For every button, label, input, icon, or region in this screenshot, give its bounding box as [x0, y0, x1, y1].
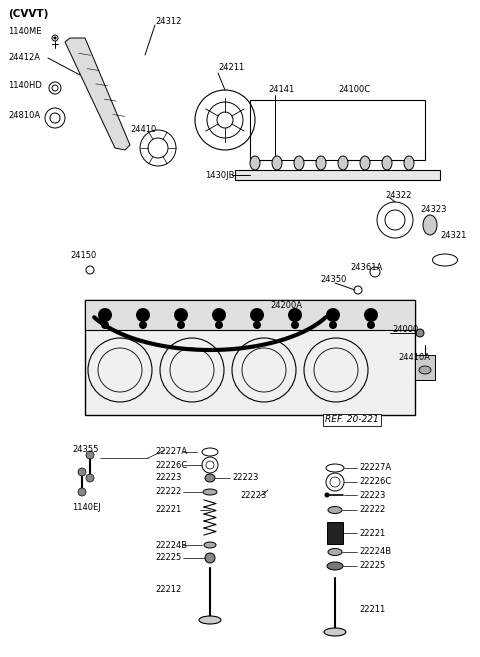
Text: 24361A: 24361A — [350, 263, 382, 273]
Ellipse shape — [205, 474, 215, 482]
Text: 22222: 22222 — [155, 487, 181, 497]
Text: REF. 20-221: REF. 20-221 — [325, 415, 379, 424]
Circle shape — [364, 308, 378, 322]
Text: 22223: 22223 — [240, 491, 266, 501]
Text: 24200A: 24200A — [270, 300, 302, 309]
Circle shape — [86, 474, 94, 482]
Text: 22222: 22222 — [359, 505, 385, 514]
Circle shape — [78, 488, 86, 496]
Text: 24322: 24322 — [385, 191, 411, 200]
Text: 24350: 24350 — [320, 275, 347, 284]
Circle shape — [329, 321, 337, 329]
Text: 22224B: 22224B — [359, 547, 391, 556]
Circle shape — [367, 321, 375, 329]
Text: 22211: 22211 — [359, 606, 385, 614]
Circle shape — [101, 321, 109, 329]
Text: 1140HD: 1140HD — [8, 81, 42, 89]
Bar — [250, 100, 425, 160]
Ellipse shape — [272, 156, 282, 170]
Text: 22227A: 22227A — [359, 463, 391, 472]
Ellipse shape — [328, 507, 342, 514]
Circle shape — [139, 321, 147, 329]
Text: 24000: 24000 — [392, 325, 418, 334]
Bar — [327, 522, 343, 544]
Text: 24100C: 24100C — [338, 85, 370, 95]
Ellipse shape — [204, 542, 216, 548]
Text: 24312: 24312 — [155, 18, 181, 26]
Bar — [85, 300, 415, 415]
Ellipse shape — [419, 366, 431, 374]
Text: 22225: 22225 — [155, 553, 181, 562]
Bar — [415, 355, 435, 380]
Text: 22225: 22225 — [359, 562, 385, 570]
Circle shape — [253, 321, 261, 329]
Circle shape — [86, 451, 94, 459]
Text: 22223: 22223 — [359, 491, 385, 499]
Ellipse shape — [338, 156, 348, 170]
Ellipse shape — [327, 562, 343, 570]
Text: 24355: 24355 — [72, 445, 98, 455]
Ellipse shape — [250, 156, 260, 170]
Circle shape — [98, 308, 112, 322]
Ellipse shape — [199, 616, 221, 624]
Ellipse shape — [382, 156, 392, 170]
Text: 22212: 22212 — [155, 585, 181, 595]
Circle shape — [291, 321, 299, 329]
Ellipse shape — [316, 156, 326, 170]
Text: 24321: 24321 — [440, 231, 467, 240]
Text: 24211: 24211 — [218, 64, 244, 72]
Text: (CVVT): (CVVT) — [8, 9, 48, 19]
Circle shape — [250, 308, 264, 322]
Text: 24410: 24410 — [130, 125, 156, 135]
Circle shape — [288, 308, 302, 322]
Text: 1430JB: 1430JB — [205, 171, 235, 179]
Ellipse shape — [203, 489, 217, 495]
Text: 22221: 22221 — [155, 505, 181, 514]
Text: 22226C: 22226C — [155, 461, 187, 470]
Circle shape — [215, 321, 223, 329]
Text: 22226C: 22226C — [359, 478, 391, 486]
Text: 24141: 24141 — [268, 85, 294, 95]
Text: 1140EJ: 1140EJ — [72, 503, 101, 512]
Text: 22221: 22221 — [359, 528, 385, 537]
Circle shape — [205, 553, 215, 563]
Circle shape — [325, 493, 329, 497]
Text: 24150: 24150 — [70, 250, 96, 260]
Ellipse shape — [328, 549, 342, 556]
Circle shape — [174, 308, 188, 322]
Ellipse shape — [404, 156, 414, 170]
Circle shape — [177, 321, 185, 329]
Text: 22223: 22223 — [232, 474, 258, 482]
PathPatch shape — [65, 38, 130, 150]
Ellipse shape — [423, 215, 437, 235]
Circle shape — [53, 37, 57, 39]
Circle shape — [78, 468, 86, 476]
Text: 24810A: 24810A — [8, 110, 40, 120]
Circle shape — [212, 308, 226, 322]
Ellipse shape — [324, 628, 346, 636]
Bar — [235, 170, 440, 180]
Text: 22224B: 22224B — [155, 541, 187, 549]
Text: 22223: 22223 — [155, 474, 181, 482]
Ellipse shape — [360, 156, 370, 170]
Text: 24412A: 24412A — [8, 53, 40, 62]
Text: 24323: 24323 — [420, 206, 446, 214]
Circle shape — [416, 329, 424, 337]
Circle shape — [136, 308, 150, 322]
Ellipse shape — [294, 156, 304, 170]
Circle shape — [326, 308, 340, 322]
Bar — [85, 300, 415, 330]
Text: 24410A: 24410A — [398, 353, 430, 363]
Text: 22227A: 22227A — [155, 447, 187, 457]
Text: 1140ME: 1140ME — [8, 28, 41, 37]
